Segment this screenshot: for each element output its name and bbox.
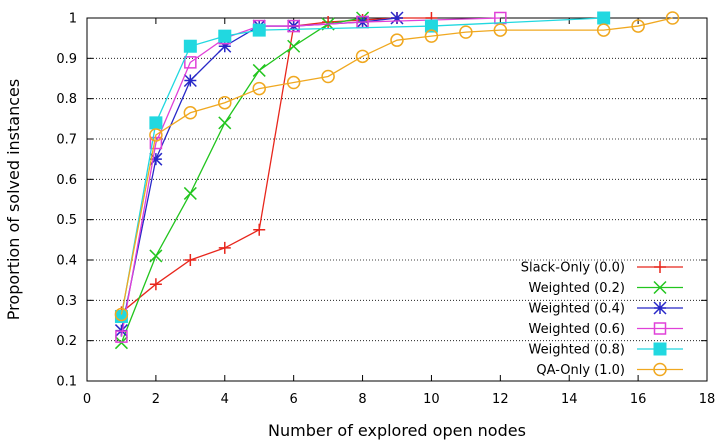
series-group — [114, 11, 680, 350]
data-point — [183, 73, 197, 88]
data-point — [390, 11, 404, 25]
data-point — [596, 23, 611, 37]
series-1 — [114, 11, 370, 350]
legend-entry: Weighted (0.2) — [529, 280, 683, 296]
series-line — [120, 17, 398, 331]
legend-entry: Weighted (0.6) — [529, 322, 683, 337]
legend-label: Slack-Only (0.0) — [521, 261, 625, 276]
x-tick-label: 4 — [221, 392, 229, 407]
series-3 — [115, 11, 507, 343]
grid — [87, 57, 707, 342]
legend-entry: Weighted (0.8) — [529, 342, 683, 358]
y-tick-label: 0.8 — [56, 92, 77, 107]
x-tick-label: 10 — [423, 392, 440, 407]
x-tick-label: 12 — [492, 392, 509, 407]
data-point — [287, 39, 301, 53]
y-tick-label: 0.6 — [56, 173, 77, 188]
legend-label: Weighted (0.8) — [529, 343, 626, 358]
x-tick-label: 0 — [83, 392, 91, 407]
y-tick-label: 1 — [69, 12, 77, 27]
data-point — [459, 25, 473, 39]
data-point — [653, 280, 667, 295]
legend-entry: Weighted (0.4) — [529, 301, 683, 317]
data-point — [114, 307, 129, 322]
data-point — [149, 116, 163, 130]
data-point — [183, 186, 197, 200]
data-point — [252, 81, 266, 96]
x-tick-label: 14 — [561, 392, 578, 407]
legend-label: Weighted (0.4) — [529, 302, 626, 317]
legend-entry: QA-Only (1.0) — [536, 362, 683, 378]
data-point — [183, 39, 197, 53]
x-axis-label: Number of explored open nodes — [268, 421, 526, 440]
data-point — [252, 23, 266, 37]
x-tick-label: 2 — [152, 392, 160, 407]
legend: Slack-Only (0.0) Weighted (0.2) Weighted (… — [521, 261, 683, 378]
data-point — [184, 254, 197, 266]
data-point — [218, 29, 232, 43]
data-point — [218, 241, 231, 254]
data-point — [653, 362, 667, 377]
data-point — [631, 19, 645, 33]
y-tick-label: 0.2 — [56, 334, 77, 349]
legend-label: QA-Only (1.0) — [536, 363, 625, 378]
legend-label: Weighted (0.6) — [529, 322, 626, 337]
data-point — [653, 322, 667, 335]
series-4 — [114, 11, 611, 323]
data-point — [115, 330, 128, 343]
series-line — [120, 17, 363, 343]
data-point — [149, 128, 163, 142]
data-point — [665, 11, 680, 25]
data-point — [355, 49, 370, 64]
y-tick-label: 0.9 — [56, 52, 77, 67]
data-point — [149, 249, 163, 263]
data-point — [286, 75, 301, 90]
data-point — [218, 95, 232, 110]
legend-label: Weighted (0.2) — [529, 281, 626, 296]
x-tick-label: 18 — [699, 392, 716, 407]
data-point — [183, 106, 198, 120]
series-line — [121, 17, 432, 313]
data-point — [653, 342, 667, 356]
y-tick-label: 0.7 — [56, 133, 77, 148]
series-line — [120, 17, 673, 315]
axis-ticks: 0.10.20.30.40.50.60.70.80.910 2 4 6 8 10 12 14 1… — [56, 12, 715, 408]
y-tick-label: 0.1 — [56, 375, 77, 390]
data-point — [597, 11, 611, 25]
series-line — [120, 17, 501, 337]
legend-entry: Slack-Only (0.0) — [521, 261, 683, 276]
data-point — [424, 19, 438, 33]
data-point — [322, 16, 335, 29]
data-point — [390, 33, 404, 47]
data-point — [218, 39, 232, 53]
x-tick-label: 16 — [630, 392, 647, 407]
y-tick-label: 0.3 — [56, 294, 77, 309]
data-point — [654, 261, 666, 273]
data-point — [149, 278, 162, 291]
series-2 — [114, 11, 404, 338]
y-tick-label: 0.5 — [56, 213, 77, 228]
data-point — [253, 223, 266, 236]
y-axis-label: Proportion of solved instances — [4, 79, 23, 320]
data-point — [218, 116, 232, 130]
data-point — [653, 301, 667, 315]
data-point — [321, 69, 335, 84]
data-point — [287, 19, 300, 33]
data-point — [252, 63, 266, 77]
data-point — [424, 29, 439, 43]
data-point — [149, 152, 163, 166]
y-tick-label: 0.4 — [56, 254, 77, 269]
x-tick-label: 8 — [358, 392, 366, 407]
data-point — [493, 23, 508, 37]
x-tick-label: 6 — [290, 392, 298, 407]
series-5 — [114, 11, 680, 322]
data-point — [184, 56, 197, 69]
